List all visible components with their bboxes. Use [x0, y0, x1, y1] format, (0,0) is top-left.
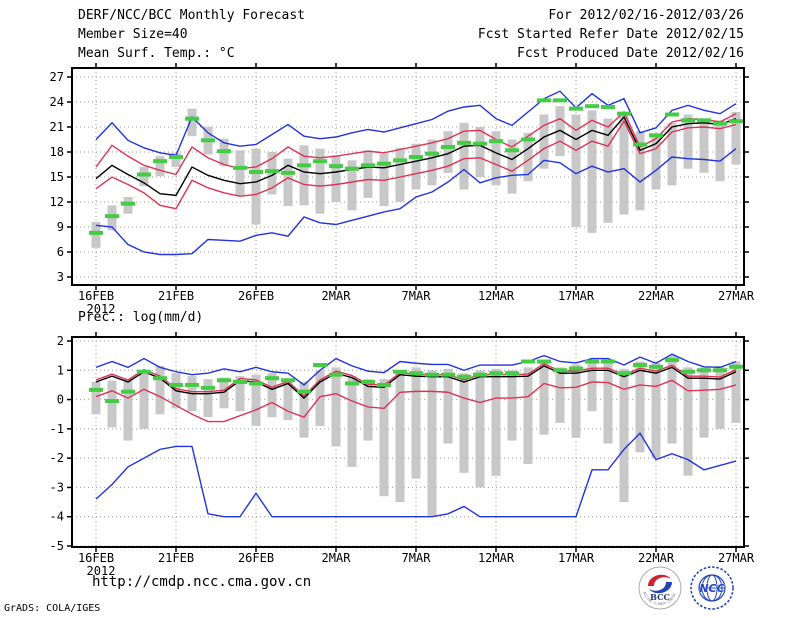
temp-ensemble-min-line: [95, 148, 737, 256]
prec-observation-dashes: [89, 358, 743, 404]
temp-ensemble-median-line: [95, 115, 737, 197]
prec-x-tick-label: 21FEB: [158, 551, 194, 565]
prec-x-tick-label: 22MAR: [638, 551, 675, 565]
prec-y-tick-label: -3: [50, 480, 64, 494]
temp-x-tick-label: 21FEB: [158, 289, 194, 303]
temp-x-tick-label: 2MAR: [322, 289, 352, 303]
temp-upper-spread-line: [95, 110, 737, 176]
grads-credit: GrADS: COLA/IGES: [4, 603, 101, 614]
prec-x-tick-label: 27MAR: [718, 551, 755, 565]
bcc-logo-ring: [638, 566, 682, 610]
temp-lower-spread-line: [95, 119, 737, 210]
temp-axis-labels: 16FEB 21FEB 26FEB 2MAR 7MAR 12MAR 17MAR 22MAR 27…: [50, 70, 755, 316]
temp-ensemble-range-bars: [91, 106, 741, 248]
forecast-range-label: For 2012/02/16-2012/03/26: [548, 8, 744, 23]
temp-y-tick-label: 18: [50, 145, 64, 159]
prec-y-tick-label: 2: [57, 334, 64, 348]
temp-tick-marks: [67, 63, 749, 290]
agency-logos: BCC BEIJING CLIMATE CENTER NCC: [638, 566, 734, 610]
temp-y-tick-label: 24: [50, 95, 64, 109]
prec-y-tick-label: 1: [57, 363, 64, 377]
temp-x-tick-label: 26FEB: [238, 289, 274, 303]
temp-x-tick-label: 16FEB: [78, 289, 114, 303]
temp-y-tick-label: 6: [57, 245, 64, 259]
bcc-logo: BCC BEIJING CLIMATE CENTER: [638, 566, 682, 610]
temp-variable-label: Mean Surf. Temp.: °C: [78, 46, 235, 61]
prec-ensemble-max-line: [95, 353, 737, 386]
prec-x-tick-label: 7MAR: [402, 551, 432, 565]
prec-lower-spread-line: [95, 379, 737, 423]
temp-x-tick-label: 12MAR: [478, 289, 515, 303]
ncc-logo: NCC: [690, 566, 734, 610]
temp-x-year-label: 2012: [87, 302, 116, 316]
temp-observation-dashes: [89, 98, 743, 235]
temp-y-tick-label: 9: [57, 220, 64, 234]
prec-y-tick-label: -1: [50, 422, 64, 436]
prec-ensemble-min-line: [95, 432, 737, 518]
prec-ensemble-range-bars: [91, 355, 741, 517]
prec-tick-marks: [67, 332, 749, 552]
temp-x-tick-label: 17MAR: [558, 289, 595, 303]
ncc-logo-text: NCC: [699, 582, 724, 595]
prec-variable-label: Prec.: log(mm/d): [78, 310, 204, 325]
prec-chart: 16FEB 21FEB 26FEB 2MAR 7MAR 12MAR 17MAR 22MAR 27…: [50, 332, 755, 578]
bcc-logo-red-swirl: [648, 574, 671, 586]
prec-x-tick-label: 2MAR: [322, 551, 352, 565]
fcst-produced-date-label: Fcst Produced Date 2012/02/16: [517, 46, 744, 61]
temp-x-tick-label: 7MAR: [402, 289, 432, 303]
prec-y-tick-label: 0: [57, 393, 64, 407]
ncc-logo-wreath: [690, 566, 734, 610]
prec-y-tick-label: -5: [50, 539, 64, 553]
temp-y-tick-label: 15: [50, 170, 64, 184]
prec-axis-labels: 16FEB 21FEB 26FEB 2MAR 7MAR 12MAR 17MAR 22MAR 27…: [50, 334, 755, 578]
prec-x-tick-label: 17MAR: [558, 551, 595, 565]
bcc-logo-blue-swirl: [649, 582, 672, 594]
prec-y-tick-label: -2: [50, 451, 64, 465]
temp-x-tick-label: 22MAR: [638, 289, 675, 303]
temp-y-tick-label: 27: [50, 70, 64, 84]
prec-x-year-label: 2012: [87, 564, 116, 578]
temp-y-tick-label: 12: [50, 195, 64, 209]
temp-chart: 16FEB 21FEB 26FEB 2MAR 7MAR 12MAR 17MAR 22MAR 27…: [50, 63, 755, 316]
bcc-logo-text: BCC: [650, 592, 670, 602]
page-title: DERF/NCC/BCC Monthly Forecast: [78, 8, 305, 23]
member-size-label: Member Size=40: [78, 27, 188, 42]
temp-ensemble-max-line: [95, 90, 737, 157]
prec-frame: [71, 336, 745, 548]
prec-x-tick-label: 16FEB: [78, 551, 114, 565]
website-url: http://cmdp.ncc.cma.gov.cn: [92, 574, 312, 590]
temp-y-tick-label: 21: [50, 120, 64, 134]
prec-x-tick-label: 26FEB: [238, 551, 274, 565]
fcst-start-date-label: Fcst Started Refer Date 2012/02/15: [477, 27, 744, 42]
prec-y-tick-label: -4: [50, 510, 64, 524]
prec-x-tick-label: 12MAR: [478, 551, 515, 565]
temp-x-tick-label: 27MAR: [718, 289, 755, 303]
temp-y-tick-label: 3: [57, 270, 64, 284]
